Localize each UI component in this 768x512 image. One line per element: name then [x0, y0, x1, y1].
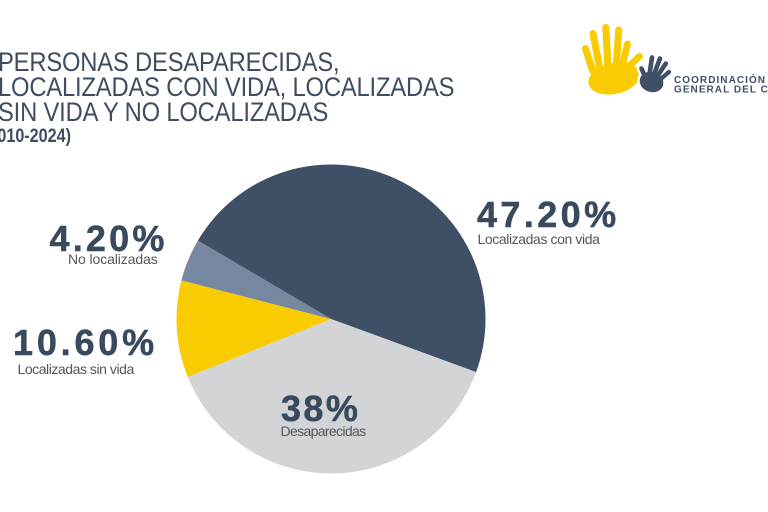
svg-text:GENERAL DEL CIUDADANO: GENERAL DEL CIUDADANO	[674, 85, 768, 96]
svg-text:COORDINACIÓN: COORDINACIÓN	[674, 73, 766, 86]
